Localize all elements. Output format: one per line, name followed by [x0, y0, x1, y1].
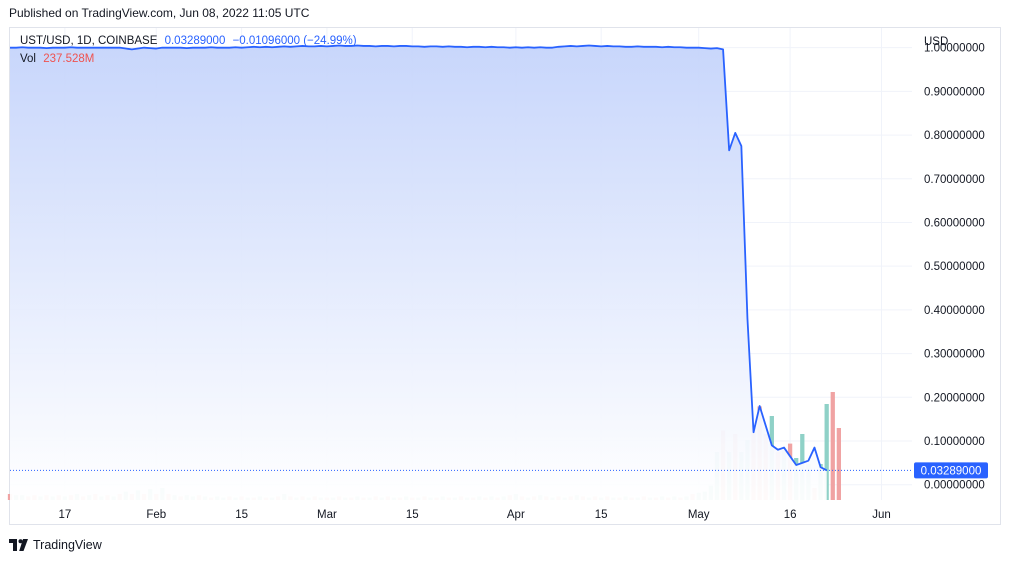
volume-bar — [830, 392, 835, 500]
tradingview-brand[interactable]: TradingView — [9, 538, 102, 552]
symbol-label[interactable]: UST/USD, 1D, COINBASE — [20, 35, 158, 47]
axes: 1.00000000 0.90000000 0.80000000 0.70000000… — [58, 36, 984, 521]
y-tick-label: 0.10000000 — [924, 436, 985, 448]
x-tick-label: Apr — [507, 509, 525, 521]
area-fill — [10, 45, 827, 500]
last-price-tag: 0.03289000 — [10, 462, 988, 479]
x-tick-label: 15 — [235, 509, 248, 521]
y-tick-label: 0.70000000 — [924, 174, 985, 186]
price-value: 0.03289000 — [164, 35, 226, 47]
y-tick-label: 0.50000000 — [924, 261, 985, 273]
brand-name: TradingView — [33, 538, 102, 552]
y-tick-label: 0.80000000 — [924, 130, 985, 142]
x-tick-label: Mar — [317, 509, 337, 521]
y-tick-label: 0.00000000 — [924, 480, 985, 492]
y-tick-label: 0.20000000 — [924, 392, 985, 404]
published-caption: Published on TradingView.com, Jun 08, 20… — [9, 6, 310, 20]
x-tick-label: Jun — [872, 509, 891, 521]
volume-value: 237.528M — [43, 53, 95, 65]
legend-symbol-row: UST/USD, 1D, COINBASE 0.03289000 −0.0109… — [20, 35, 357, 47]
price-line — [10, 44, 828, 472]
y-tick-label: 1.00000000 — [924, 43, 985, 55]
x-tick-label: May — [688, 509, 710, 521]
volume-bar — [836, 428, 841, 500]
volume-label[interactable]: Vol — [20, 53, 36, 65]
x-tick-label: 15 — [595, 509, 608, 521]
y-tick-label: 0.30000000 — [924, 349, 985, 361]
x-tick-label: Feb — [146, 509, 166, 521]
price-change: −0.01096000 (−24.99%) — [232, 35, 357, 47]
tradingview-logo-icon — [9, 539, 28, 551]
x-tick-label: 15 — [406, 509, 419, 521]
y-tick-label: 0.40000000 — [924, 305, 985, 317]
last-price-badge — [914, 462, 988, 479]
last-price-label: 0.03289000 — [921, 465, 982, 477]
y-tick-label: 0.90000000 — [924, 86, 985, 98]
legend-volume-row: Vol 237.528M — [20, 53, 94, 65]
y-tick-label: 0.60000000 — [924, 217, 985, 229]
currency-label: USD — [924, 36, 948, 48]
x-tick-label: 17 — [58, 509, 71, 521]
x-tick-label: 16 — [784, 509, 797, 521]
volume-bar — [824, 404, 829, 500]
price-area — [10, 44, 828, 500]
